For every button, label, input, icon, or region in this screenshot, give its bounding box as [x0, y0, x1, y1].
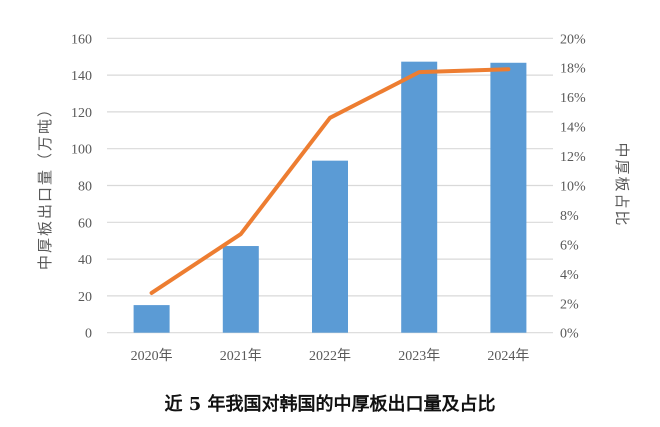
right-tick-label: 12% [560, 150, 586, 165]
right-tick-label: 16% [560, 91, 586, 106]
left-tick-label: 20 [78, 290, 92, 305]
category-label: 2022年 [309, 348, 351, 364]
left-tick-label: 0 [85, 327, 92, 342]
left-tick-label: 140 [71, 69, 92, 84]
right-tick-label: 14% [560, 121, 586, 136]
category-label: 2020年 [131, 348, 173, 364]
left-tick-label: 60 [78, 216, 92, 231]
chart-title: 近 5 年我国对韩国的中厚板出口量及占比 [164, 393, 495, 415]
category-label: 2024年 [487, 348, 529, 364]
left-tick-label: 160 [71, 32, 92, 47]
right-tick-label: 10% [560, 180, 586, 195]
left-tick-label: 120 [71, 106, 92, 121]
right-tick-label: 6% [560, 238, 579, 253]
category-label: 2021年 [220, 348, 262, 364]
bar [133, 305, 170, 333]
bar [401, 61, 438, 333]
right-tick-label: 0% [560, 327, 579, 342]
bar [312, 160, 348, 333]
right-axis-title: 中厚板占比 [613, 142, 631, 227]
bar [222, 246, 259, 333]
category-label: 2023年 [398, 348, 440, 364]
bar [490, 62, 527, 333]
right-tick-label: 20% [560, 32, 586, 47]
left-axis-title: 中厚板出口量（万吨） [36, 100, 54, 270]
left-tick-label: 80 [78, 180, 92, 195]
right-tick-label: 4% [560, 268, 579, 283]
right-tick-label: 2% [560, 297, 579, 312]
right-tick-label: 8% [560, 209, 579, 224]
left-tick-label: 100 [71, 143, 92, 158]
right-tick-label: 18% [560, 62, 586, 77]
left-tick-label: 40 [78, 253, 92, 268]
